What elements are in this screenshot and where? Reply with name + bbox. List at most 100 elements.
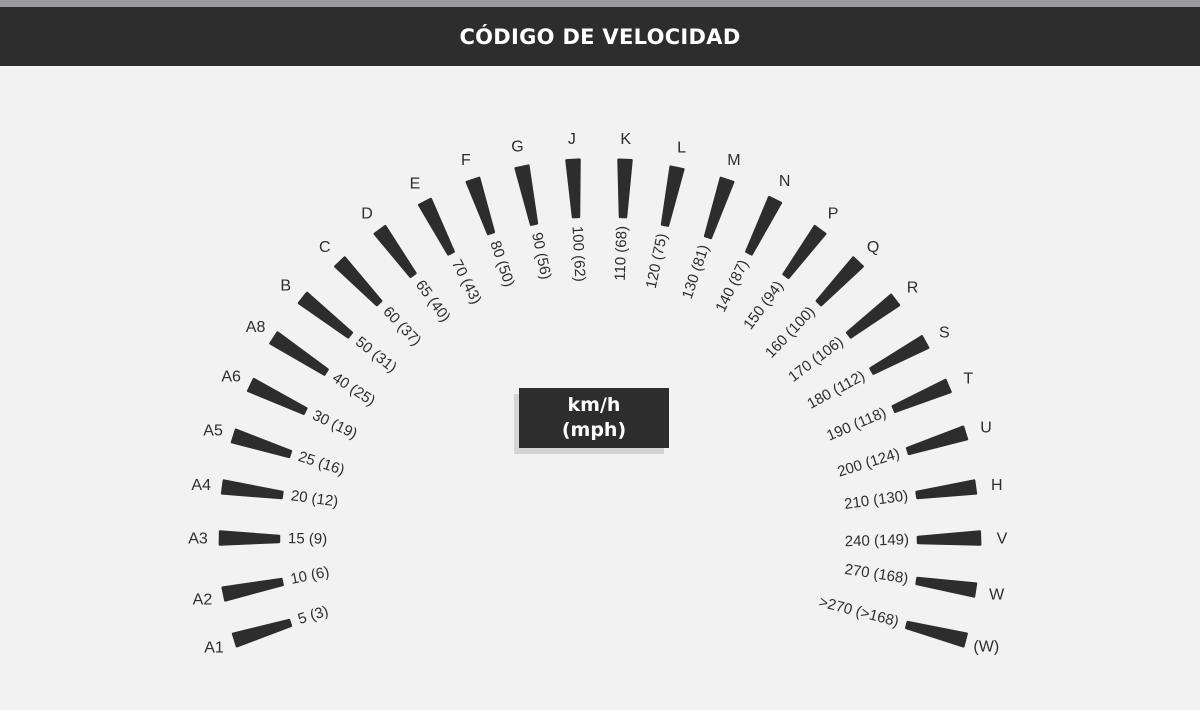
speed-value: 90 (56) bbox=[528, 231, 554, 281]
speed-value: 140 (87) bbox=[712, 257, 752, 315]
speed-code: F bbox=[461, 152, 471, 169]
speed-value: 240 (149) bbox=[845, 531, 910, 550]
speed-code: A2 bbox=[193, 591, 213, 608]
speed-value: 50 (31) bbox=[352, 333, 400, 376]
speed-bar bbox=[745, 195, 783, 256]
rating-g: G 90 (56) bbox=[511, 138, 554, 280]
speed-value: 110 (68) bbox=[612, 226, 631, 281]
speed-code: K bbox=[620, 131, 631, 148]
rating-p: P 150 (94) bbox=[740, 205, 838, 333]
unit-mph: (mph) bbox=[561, 419, 627, 441]
rating-a5: A5 25 (16) bbox=[203, 422, 346, 479]
speed-code: A1 bbox=[204, 639, 224, 656]
speed-bar bbox=[617, 158, 633, 219]
speed-code: N bbox=[779, 173, 791, 190]
speed-value: 80 (50) bbox=[486, 239, 517, 289]
rating-a4: A4 20 (12) bbox=[191, 477, 339, 510]
speed-bar bbox=[915, 479, 978, 500]
speed-code: A5 bbox=[203, 422, 223, 439]
speed-code: M bbox=[727, 152, 740, 169]
speed-value: 200 (124) bbox=[835, 445, 901, 481]
speed-bar bbox=[297, 291, 354, 339]
speed-bar bbox=[565, 158, 581, 219]
speed-bar bbox=[230, 428, 293, 459]
speed-value: 100 (62) bbox=[569, 226, 589, 283]
rating-k: K 110 (68) bbox=[612, 131, 633, 281]
speed-bar bbox=[373, 224, 417, 279]
speed-bar bbox=[703, 176, 735, 240]
rating-w: W 270 (168) bbox=[843, 561, 1005, 604]
speed-code: A8 bbox=[246, 319, 266, 336]
speed-bar bbox=[905, 425, 969, 456]
speed-bar bbox=[246, 377, 308, 415]
speed-value: 70 (43) bbox=[448, 257, 485, 307]
speed-code: P bbox=[828, 205, 839, 222]
speed-value: 190 (118) bbox=[824, 404, 889, 444]
speed-code: J bbox=[568, 131, 576, 148]
speed-value: 30 (19) bbox=[310, 407, 360, 443]
speed-bar bbox=[417, 197, 455, 256]
speed-code: H bbox=[991, 477, 1003, 494]
speed-code: T bbox=[963, 370, 973, 387]
speed-code: W bbox=[989, 586, 1005, 603]
speed-bar bbox=[815, 256, 864, 307]
speed-code: S bbox=[939, 324, 950, 341]
speed-code: A6 bbox=[221, 368, 241, 385]
rating-a3: A3 15 (9) bbox=[188, 530, 327, 548]
speed-code: Q bbox=[867, 239, 879, 256]
speed-bar bbox=[231, 618, 293, 648]
speed-value: 25 (16) bbox=[296, 448, 346, 479]
speed-value: 120 (75) bbox=[643, 232, 671, 290]
speed-bar bbox=[514, 164, 539, 226]
speed-bar bbox=[218, 530, 281, 546]
speed-bar bbox=[891, 378, 952, 414]
speed-bar bbox=[904, 620, 968, 648]
speed-value: 210 (130) bbox=[843, 487, 909, 513]
speed-bar bbox=[221, 577, 284, 602]
rating-c: C 60 (37) bbox=[319, 239, 424, 349]
speed-value: 20 (12) bbox=[290, 487, 339, 510]
speed-value: 5 (3) bbox=[296, 603, 330, 628]
speed-code: C bbox=[319, 239, 331, 256]
speed-bar bbox=[869, 335, 930, 375]
speed-bar bbox=[916, 530, 982, 546]
rating-a1: A1 5 (3) bbox=[204, 603, 330, 657]
speed-code: A3 bbox=[188, 531, 208, 548]
rating-a2: A2 10 (6) bbox=[193, 563, 331, 608]
speed-code: L bbox=[677, 139, 686, 156]
speed-bar bbox=[782, 224, 827, 280]
top-strip bbox=[0, 0, 1200, 7]
speed-value: 15 (9) bbox=[288, 530, 327, 548]
rating-v: V 240 (149) bbox=[845, 530, 1008, 550]
speed-value: 10 (6) bbox=[289, 563, 331, 588]
speed-code: R bbox=[907, 280, 919, 297]
speed-bar bbox=[334, 256, 383, 307]
speed-value: 40 (25) bbox=[329, 369, 378, 409]
header-bar: CÓDIGO DE VELOCIDAD bbox=[0, 7, 1200, 66]
speed-code: G bbox=[511, 138, 523, 155]
speed-bar bbox=[660, 165, 685, 227]
speed-bar bbox=[220, 479, 284, 500]
speed-code: D bbox=[361, 205, 373, 222]
speed-bar bbox=[915, 576, 978, 598]
speed-value: 130 (81) bbox=[679, 243, 713, 301]
speed-code: V bbox=[997, 530, 1008, 547]
speed-code: A4 bbox=[191, 477, 211, 494]
unit-legend-box: km/h (mph) bbox=[519, 388, 669, 448]
speed-value: 60 (37) bbox=[379, 303, 424, 349]
rating-b: B 50 (31) bbox=[280, 277, 400, 376]
speed-value: 270 (168) bbox=[843, 561, 909, 588]
rating-h: H 210 (130) bbox=[843, 477, 1002, 513]
speed-value: 65 (40) bbox=[412, 277, 454, 325]
speed-code: E bbox=[410, 175, 421, 192]
speed-code: U bbox=[980, 419, 992, 436]
rating-w-plus: (W) >270 (>168) bbox=[817, 594, 999, 656]
speed-value: >270 (>168) bbox=[817, 594, 900, 631]
rating-r: R 170 (106) bbox=[785, 280, 918, 386]
rating-j: J 100 (62) bbox=[565, 131, 589, 283]
speed-code: (W) bbox=[973, 639, 999, 656]
speed-value: 170 (106) bbox=[785, 333, 846, 385]
speed-bar bbox=[845, 293, 901, 339]
